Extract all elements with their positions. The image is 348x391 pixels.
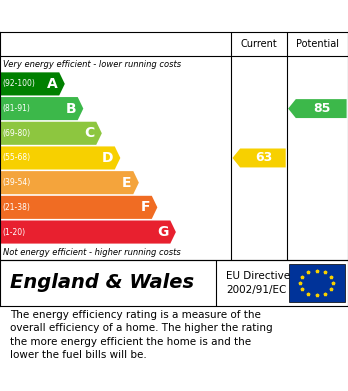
- Polygon shape: [0, 171, 139, 194]
- Text: (81-91): (81-91): [3, 104, 31, 113]
- Text: (39-54): (39-54): [3, 178, 31, 187]
- Text: F: F: [141, 200, 150, 214]
- Text: Very energy efficient - lower running costs: Very energy efficient - lower running co…: [3, 60, 182, 69]
- Polygon shape: [0, 221, 176, 244]
- Polygon shape: [0, 72, 65, 95]
- Text: (21-38): (21-38): [3, 203, 31, 212]
- Text: Not energy efficient - higher running costs: Not energy efficient - higher running co…: [3, 248, 181, 257]
- Text: (1-20): (1-20): [3, 228, 26, 237]
- Polygon shape: [232, 149, 286, 167]
- Text: D: D: [102, 151, 113, 165]
- Text: 2002/91/EC: 2002/91/EC: [226, 285, 286, 295]
- Polygon shape: [0, 97, 83, 120]
- Text: 85: 85: [313, 102, 330, 115]
- Text: B: B: [65, 102, 76, 116]
- Text: England & Wales: England & Wales: [10, 273, 195, 292]
- Polygon shape: [288, 99, 347, 118]
- Text: (55-68): (55-68): [3, 154, 31, 163]
- Bar: [289, 264, 345, 302]
- Text: EU Directive: EU Directive: [226, 271, 290, 281]
- Text: (92-100): (92-100): [3, 79, 35, 88]
- Text: Potential: Potential: [296, 39, 339, 49]
- Polygon shape: [0, 146, 120, 170]
- Text: E: E: [122, 176, 132, 190]
- Text: Current: Current: [241, 39, 278, 49]
- Text: The energy efficiency rating is a measure of the
overall efficiency of a home. T: The energy efficiency rating is a measur…: [10, 310, 273, 360]
- Text: 63: 63: [255, 151, 272, 165]
- Text: (69-80): (69-80): [3, 129, 31, 138]
- Text: A: A: [47, 77, 57, 91]
- Text: C: C: [84, 126, 95, 140]
- Text: Energy Efficiency Rating: Energy Efficiency Rating: [10, 9, 220, 23]
- Text: G: G: [157, 225, 168, 239]
- Polygon shape: [0, 196, 157, 219]
- Polygon shape: [0, 122, 102, 145]
